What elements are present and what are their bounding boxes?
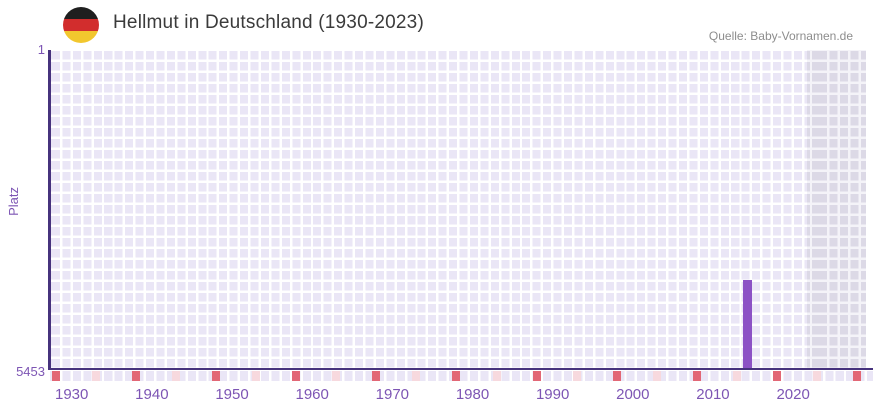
timeline-marker-red: [853, 371, 862, 381]
y-axis-label: Platz: [6, 187, 21, 216]
timeline-marker-red: [51, 371, 60, 381]
x-tick-label: 1960: [295, 386, 329, 403]
plot-area: [50, 50, 866, 368]
timeline-marker-pink: [171, 371, 180, 381]
timeline-marker-red: [372, 371, 381, 381]
bar-2014[interactable]: [743, 279, 752, 368]
x-tick-label: 2000: [616, 386, 650, 403]
y-axis-line: [48, 50, 51, 370]
timeline-marker-red: [692, 371, 701, 381]
chart-title: Hellmut in Deutschland (1930-2023): [113, 12, 424, 33]
x-tick-label: 1940: [135, 386, 169, 403]
x-tick-label: 1980: [455, 386, 490, 403]
timeline-marker-pink: [733, 371, 742, 381]
x-tick-label: 1930: [55, 386, 89, 403]
flag-gold-band: [63, 31, 99, 43]
timeline-marker-red: [612, 371, 621, 381]
timeline-marker-red: [131, 371, 140, 381]
x-tick-label: 1970: [375, 386, 410, 403]
timeline-marker-pink: [252, 371, 261, 381]
x-axis-line: [48, 367, 873, 370]
flag-red-band: [63, 19, 99, 31]
y-tick-top: 1: [37, 42, 45, 57]
no-data-region: [807, 50, 866, 368]
timeline-marker-pink: [91, 371, 100, 381]
y-tick-bottom: 5453: [16, 364, 45, 379]
timeline-marker-pink: [492, 371, 501, 381]
flag-black-band: [63, 7, 99, 19]
timeline-marker-pink: [412, 371, 421, 381]
x-tick-label: 1990: [535, 386, 570, 403]
timeline-marker-pink: [332, 371, 341, 381]
timeline-marker-strip: [50, 371, 873, 381]
x-tick-label: 2010: [696, 386, 730, 403]
germany-flag-icon: [63, 7, 99, 43]
x-tick-label: 2020: [776, 386, 810, 403]
x-tick-label: 1950: [215, 386, 249, 403]
source-attribution: Quelle: Baby-Vornamen.de: [708, 29, 853, 43]
timeline-marker-red: [211, 371, 220, 381]
timeline-marker-red: [292, 371, 301, 381]
timeline-marker-pink: [813, 371, 822, 381]
timeline-marker-red: [773, 371, 782, 381]
timeline-marker-pink: [652, 371, 661, 381]
timeline-marker-pink: [572, 371, 581, 381]
timeline-marker-red: [452, 371, 461, 381]
timeline-marker-red: [532, 371, 541, 381]
